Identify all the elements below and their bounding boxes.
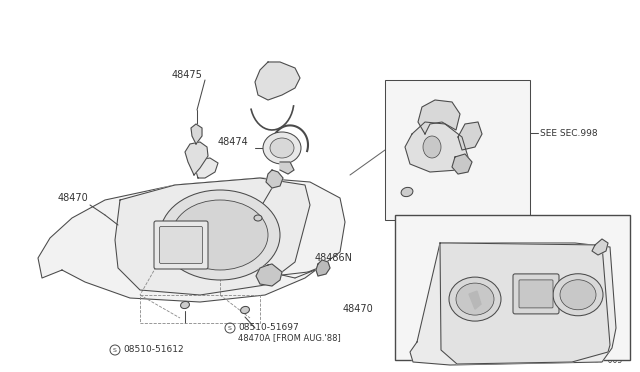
Bar <box>385 80 530 220</box>
Ellipse shape <box>160 190 280 280</box>
Ellipse shape <box>254 215 262 221</box>
Text: 48475: 48475 <box>172 70 203 80</box>
Polygon shape <box>458 122 482 150</box>
FancyBboxPatch shape <box>519 280 553 308</box>
FancyBboxPatch shape <box>513 274 559 314</box>
Ellipse shape <box>270 138 294 158</box>
Text: 48486N: 48486N <box>315 253 353 263</box>
Polygon shape <box>418 100 460 134</box>
Bar <box>140 295 260 323</box>
Text: 48470: 48470 <box>343 304 374 314</box>
Polygon shape <box>592 239 608 255</box>
Bar <box>395 215 630 360</box>
Polygon shape <box>469 291 481 309</box>
Ellipse shape <box>263 132 301 164</box>
FancyBboxPatch shape <box>154 221 208 269</box>
Polygon shape <box>440 243 610 364</box>
Text: VG30>ST: VG30>ST <box>403 237 446 247</box>
Ellipse shape <box>401 187 413 197</box>
Ellipse shape <box>180 301 189 309</box>
Text: 08510-51612: 08510-51612 <box>123 346 184 355</box>
Text: 48470: 48470 <box>58 193 89 203</box>
Text: 08510-51697: 08510-51697 <box>238 324 299 333</box>
Polygon shape <box>185 142 208 175</box>
Text: 48474: 48474 <box>218 137 249 147</box>
Ellipse shape <box>241 307 250 314</box>
Ellipse shape <box>449 277 501 321</box>
Polygon shape <box>452 154 472 174</box>
Polygon shape <box>38 178 345 302</box>
Polygon shape <box>255 62 300 100</box>
Polygon shape <box>405 122 468 172</box>
Ellipse shape <box>423 136 441 158</box>
Polygon shape <box>256 264 282 286</box>
Polygon shape <box>266 170 283 188</box>
Text: ^ ·87*005: ^ ·87*005 <box>583 356 622 365</box>
Ellipse shape <box>456 283 494 315</box>
Polygon shape <box>280 162 294 174</box>
Polygon shape <box>115 178 310 295</box>
FancyBboxPatch shape <box>159 227 202 263</box>
Polygon shape <box>195 158 218 178</box>
Text: 48470A [FROM AUG.'88]: 48470A [FROM AUG.'88] <box>238 334 340 343</box>
Text: S: S <box>228 326 232 330</box>
Ellipse shape <box>553 274 603 316</box>
Polygon shape <box>410 243 616 365</box>
Text: SEE SEC.998: SEE SEC.998 <box>540 129 598 138</box>
Ellipse shape <box>560 280 596 310</box>
Polygon shape <box>191 124 202 144</box>
Polygon shape <box>316 260 330 276</box>
Text: S: S <box>113 347 117 353</box>
Ellipse shape <box>172 200 268 270</box>
Text: XST: XST <box>403 227 420 235</box>
